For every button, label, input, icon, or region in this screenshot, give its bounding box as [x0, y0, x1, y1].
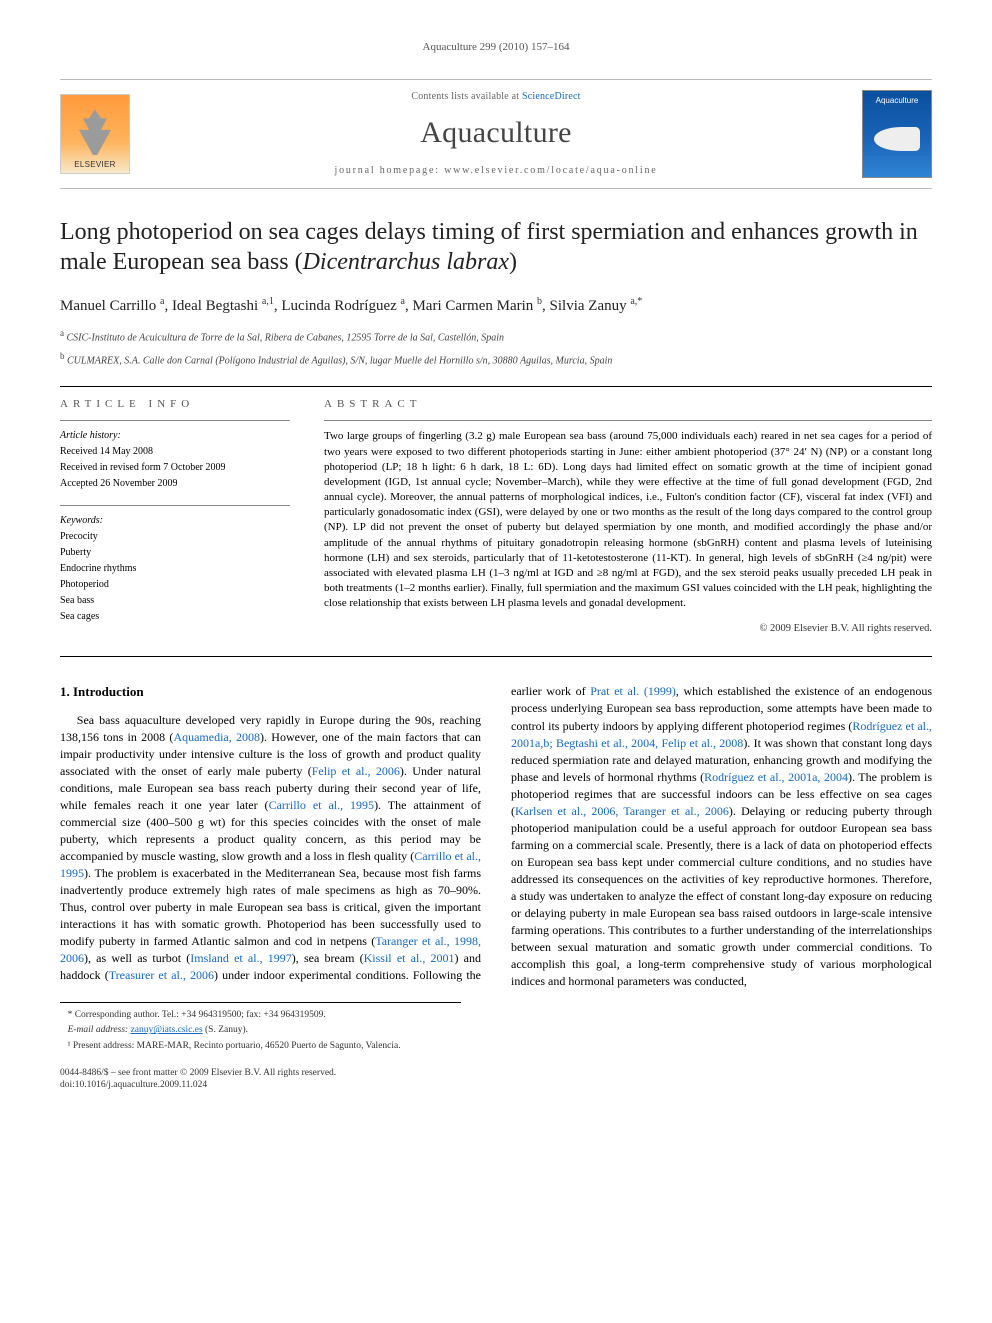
author-name: Manuel Carrillo	[60, 298, 156, 314]
email-link[interactable]: zanuy@iats.csic.es	[131, 1025, 203, 1035]
author-marks: a,*	[630, 296, 642, 307]
author-marks: b	[537, 296, 542, 307]
corresponding-author-note: * Corresponding author. Tel.: +34 964319…	[60, 1009, 461, 1022]
citation-link[interactable]: Karlsen et al., 2006, Taranger et al., 2…	[515, 804, 729, 818]
abstract-text: Two large groups of fingerling (3.2 g) m…	[324, 429, 932, 611]
author-name: Silvia Zanuy	[550, 298, 627, 314]
intro-text: ),	[292, 951, 304, 965]
article-title: Long photoperiod on sea cages delays tim…	[60, 217, 932, 277]
cover-label: Aquaculture	[876, 95, 919, 106]
intro-text: ), as well as turbot (	[84, 951, 190, 965]
copyright-line: © 2009 Elsevier B.V. All rights reserved…	[324, 622, 932, 637]
title-species: Dicentrarchus labrax	[303, 249, 509, 275]
front-matter-line: 0044-8486/$ – see front matter © 2009 El…	[60, 1067, 932, 1079]
keywords-heading: Keywords:	[60, 514, 290, 528]
affiliation-text: CULMAREX, S.A. Calle don Carnal (Polígon…	[67, 355, 612, 366]
citation-link[interactable]: Prat et al. (1999)	[590, 684, 676, 698]
intro-text: ). Delaying or reducing puberty through …	[511, 804, 932, 988]
email-line: E-mail address: zanuy@iats.csic.es (S. Z…	[60, 1024, 461, 1037]
citation-link[interactable]: Carrillo et al., 1995	[269, 798, 375, 812]
contents-lists-line: Contents lists available at ScienceDirec…	[130, 90, 862, 104]
author-marks: a	[401, 296, 405, 307]
author-name: Mari Carmen Marin	[412, 298, 533, 314]
journal-name: Aquaculture	[130, 112, 862, 154]
author: Manuel Carrillo a	[60, 298, 164, 314]
author-list: Manuel Carrillo a, Ideal Begtashi a,1, L…	[60, 295, 932, 317]
author: Silvia Zanuy a,*	[550, 298, 643, 314]
author: Ideal Begtashi a,1	[172, 298, 274, 314]
sciencedirect-link[interactable]: ScienceDirect	[522, 91, 581, 102]
article-info-column: article info Article history: Received 1…	[60, 397, 290, 638]
author-marks: a	[160, 296, 164, 307]
thin-divider	[324, 420, 932, 421]
homepage-url: www.elsevier.com/locate/aqua-online	[444, 165, 657, 176]
elsevier-logo: ELSEVIER	[60, 94, 130, 174]
abstract-heading: abstract	[324, 397, 932, 412]
cover-fish-icon	[874, 127, 920, 151]
citation-link[interactable]: Rodríguez et al., 2001a, 2004	[704, 770, 848, 784]
running-header: Aquaculture 299 (2010) 157–164	[60, 40, 932, 55]
doi-line: doi:10.1016/j.aquaculture.2009.11.024	[60, 1079, 932, 1091]
footnotes-block: * Corresponding author. Tel.: +34 964319…	[60, 1002, 461, 1053]
affiliation-text: CSIC-Instituto de Acuicultura de Torre d…	[67, 333, 505, 344]
intro-text: sea bream (	[304, 951, 364, 965]
intro-paragraph: Sea bass aquaculture developed very rapi…	[60, 683, 932, 990]
present-address-note: ¹ Present address: MARE-MAR, Recinto por…	[60, 1040, 461, 1053]
elsevier-tree-icon	[75, 109, 115, 155]
author: Mari Carmen Marin b	[412, 298, 542, 314]
introduction-heading: 1. Introduction	[60, 683, 481, 701]
keyword: Precocity	[60, 530, 290, 544]
history-heading: Article history:	[60, 429, 290, 443]
author: Lucinda Rodríguez a	[281, 298, 405, 314]
affiliation: b CULMAREX, S.A. Calle don Carnal (Políg…	[60, 350, 932, 368]
article-info-heading: article info	[60, 397, 290, 412]
email-label: E-mail address:	[68, 1025, 131, 1035]
keywords-block: Keywords: Precocity Puberty Endocrine rh…	[60, 514, 290, 624]
section-divider	[60, 656, 932, 657]
keyword: Puberty	[60, 546, 290, 560]
keyword: Photoperiod	[60, 578, 290, 592]
homepage-prefix: journal homepage:	[334, 165, 444, 176]
citation-link[interactable]: Imsland et al., 1997	[190, 951, 292, 965]
author-marks: a,1	[262, 296, 274, 307]
author-name: Lucinda Rodríguez	[281, 298, 396, 314]
thin-divider	[60, 420, 290, 421]
banner-center: Contents lists available at ScienceDirec…	[130, 90, 862, 178]
keyword: Sea bass	[60, 594, 290, 608]
history-item: Accepted 26 November 2009	[60, 477, 290, 491]
citation-link[interactable]: Aquamedia, 2008	[173, 730, 260, 744]
thin-divider	[60, 505, 290, 506]
title-tail: )	[509, 249, 517, 275]
email-tail: (S. Zanuy).	[203, 1025, 248, 1035]
affiliation-mark: a	[60, 328, 64, 338]
journal-banner: ELSEVIER Contents lists available at Sci…	[60, 79, 932, 189]
citation-link[interactable]: Kissil et al., 2001	[364, 951, 455, 965]
contents-prefix: Contents lists available at	[411, 91, 522, 102]
section-divider	[60, 386, 932, 387]
affiliation-mark: b	[60, 351, 65, 361]
journal-cover-thumb: Aquaculture	[862, 90, 932, 178]
abstract-column: abstract Two large groups of fingerling …	[324, 397, 932, 638]
doi-block: 0044-8486/$ – see front matter © 2009 El…	[60, 1067, 932, 1092]
history-item: Received in revised form 7 October 2009	[60, 461, 290, 475]
keyword: Sea cages	[60, 610, 290, 624]
journal-homepage-line: journal homepage: www.elsevier.com/locat…	[130, 164, 862, 178]
author-name: Ideal Begtashi	[172, 298, 258, 314]
body-two-columns: 1. Introduction Sea bass aquaculture dev…	[60, 683, 932, 990]
citation-link[interactable]: Treasurer et al., 2006	[109, 968, 214, 982]
article-history-block: Article history: Received 14 May 2008 Re…	[60, 429, 290, 491]
affiliation: a CSIC-Instituto de Acuicultura de Torre…	[60, 327, 932, 345]
history-item: Received 14 May 2008	[60, 445, 290, 459]
keyword: Endocrine rhythms	[60, 562, 290, 576]
citation-link[interactable]: Felip et al., 2006	[312, 764, 400, 778]
elsevier-logo-text: ELSEVIER	[74, 157, 116, 173]
